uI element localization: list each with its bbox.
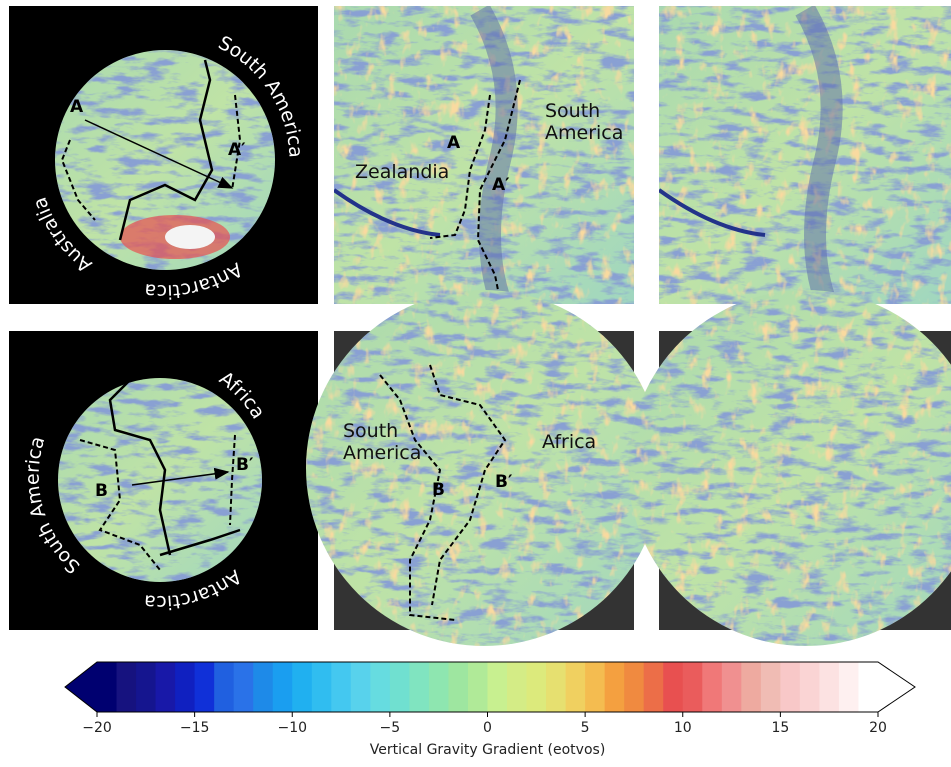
point-label: A	[447, 133, 461, 153]
color-segment	[858, 662, 878, 712]
color-segment	[351, 662, 371, 712]
color-segment	[253, 662, 273, 712]
colorbar-label: Vertical Gravity Gradient (eotvos)	[370, 742, 606, 758]
color-segment	[273, 662, 293, 712]
color-segment	[546, 662, 566, 712]
point-label: B	[432, 480, 445, 500]
color-segment	[722, 662, 742, 712]
color-segment	[292, 662, 312, 712]
color-segment	[683, 662, 703, 712]
color-segment	[741, 662, 761, 712]
color-segment	[702, 662, 722, 712]
color-segment	[136, 662, 156, 712]
point-label: A′	[492, 175, 510, 195]
extend-low	[65, 662, 97, 712]
color-segment	[839, 662, 859, 712]
tick-label: −20	[82, 720, 112, 736]
color-segment	[819, 662, 839, 712]
map-panel	[659, 6, 951, 304]
color-segment	[644, 662, 664, 712]
color-segment	[156, 662, 176, 712]
color-segment	[331, 662, 351, 712]
color-segment	[370, 662, 390, 712]
color-segment	[409, 662, 429, 712]
color-segment	[800, 662, 820, 712]
color-segment	[605, 662, 625, 712]
figure: A A′ South America Australia Antarctica …	[0, 0, 951, 767]
color-segment	[448, 662, 468, 712]
color-segment	[624, 662, 644, 712]
color-segment	[488, 662, 508, 712]
color-segment	[527, 662, 547, 712]
color-segment	[214, 662, 234, 712]
point-label: A	[70, 97, 84, 117]
color-segment	[585, 662, 605, 712]
color-segment	[780, 662, 800, 712]
point-label: A′	[228, 140, 246, 160]
color-segment	[117, 662, 137, 712]
tick-label: 10	[674, 720, 692, 736]
point-label: B′	[236, 455, 254, 475]
color-segment	[195, 662, 215, 712]
color-segment	[390, 662, 410, 712]
color-segment	[234, 662, 254, 712]
color-segment	[429, 662, 449, 712]
point-label: B′	[495, 472, 513, 492]
color-segment	[663, 662, 683, 712]
tick-label: 5	[581, 720, 590, 736]
color-segment	[761, 662, 781, 712]
color-segment	[312, 662, 332, 712]
map-panel	[334, 6, 634, 304]
tick-label: 15	[771, 720, 789, 736]
tick-label: −5	[380, 720, 401, 736]
region-label: Africa	[542, 431, 596, 453]
region-label: Zealandia	[355, 161, 449, 183]
color-segment	[507, 662, 527, 712]
tick-label: −10	[277, 720, 307, 736]
tick-label: 0	[483, 720, 492, 736]
color-segment	[566, 662, 586, 712]
color-segment	[97, 662, 117, 712]
extend-high	[878, 662, 915, 712]
color-segment	[468, 662, 488, 712]
tick-label: −15	[180, 720, 210, 736]
color-segment	[175, 662, 195, 712]
colorbar: −20 −15 −10 −5 0 5 10 15 20 Vertical Gravity Grad…	[65, 662, 915, 758]
point-label: B	[95, 481, 108, 501]
tick-label: 20	[869, 720, 887, 736]
